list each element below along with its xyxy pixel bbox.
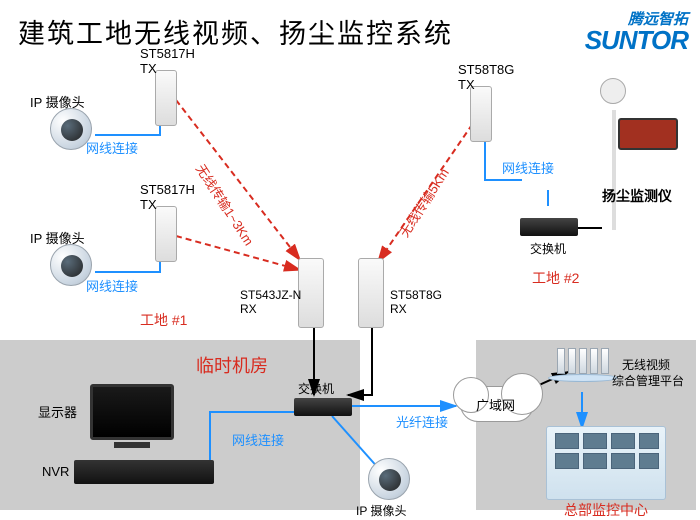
rx2-label: ST58T8G RX <box>390 288 442 316</box>
display-monitor <box>90 384 174 448</box>
tx-antenna-1 <box>155 70 177 126</box>
dust-sensor-icon <box>600 78 626 104</box>
nvr-device <box>74 460 214 484</box>
tx-antenna-3 <box>470 86 492 142</box>
dust-sign-icon <box>618 118 678 150</box>
logo-english: SUNTOR <box>585 29 688 52</box>
platform-label-2: 综合管理平台 <box>612 372 684 389</box>
dust-pole <box>612 110 616 230</box>
tx2-label: ST5817H TX <box>140 182 195 212</box>
platform-label-1: 无线视频 <box>622 356 670 373</box>
switch-center-label: 交换机 <box>298 380 334 397</box>
rx-antenna-1 <box>298 258 324 328</box>
link-net-2: 网线连接 <box>86 276 138 295</box>
ip-camera-3 <box>368 458 410 500</box>
wireless-link-1-3km: 无线传输1~3Km <box>192 160 259 249</box>
dust-label: 扬尘监测仪 <box>602 186 672 206</box>
ip-camera-3-label: IP 摄像头 <box>356 502 406 519</box>
switch-center <box>294 398 352 416</box>
rx1-label: ST543JZ-N RX <box>240 288 301 316</box>
nvr-label: NVR <box>42 464 69 479</box>
display-label: 显示器 <box>38 402 77 421</box>
link-net-4: 网线连接 <box>232 430 284 449</box>
link-net-3: 网线连接 <box>502 158 554 177</box>
ip-camera-2-label: IP 摄像头 <box>30 228 85 247</box>
temp-room-label: 临时机房 <box>196 352 268 378</box>
page-title: 建筑工地无线视频、扬尘监控系统 <box>18 12 453 51</box>
hq-center-icon <box>546 426 666 500</box>
section-temp-room <box>0 340 360 510</box>
brand-logo: 腾远智拓 SUNTOR <box>585 8 688 52</box>
rx-antenna-2 <box>358 258 384 328</box>
switch-site2-label: 交换机 <box>530 240 566 257</box>
hq-center-label: 总部监控中心 <box>564 500 648 520</box>
tx3-label: ST58T8G TX <box>458 62 514 92</box>
wan-label: 广域网 <box>476 395 515 414</box>
tx1-label: ST5817H TX <box>140 46 195 76</box>
tx-antenna-2 <box>155 206 177 262</box>
wireless-link-5km: 无线传输5Km <box>394 164 453 240</box>
ip-camera-1-label: IP 摄像头 <box>30 92 85 111</box>
site-1-label: 工地 #1 <box>140 310 187 330</box>
site-2-label: 工地 #2 <box>532 268 579 288</box>
link-net-1: 网线连接 <box>86 138 138 157</box>
switch-site2 <box>520 218 578 236</box>
link-fiber: 光纤连接 <box>396 412 448 431</box>
